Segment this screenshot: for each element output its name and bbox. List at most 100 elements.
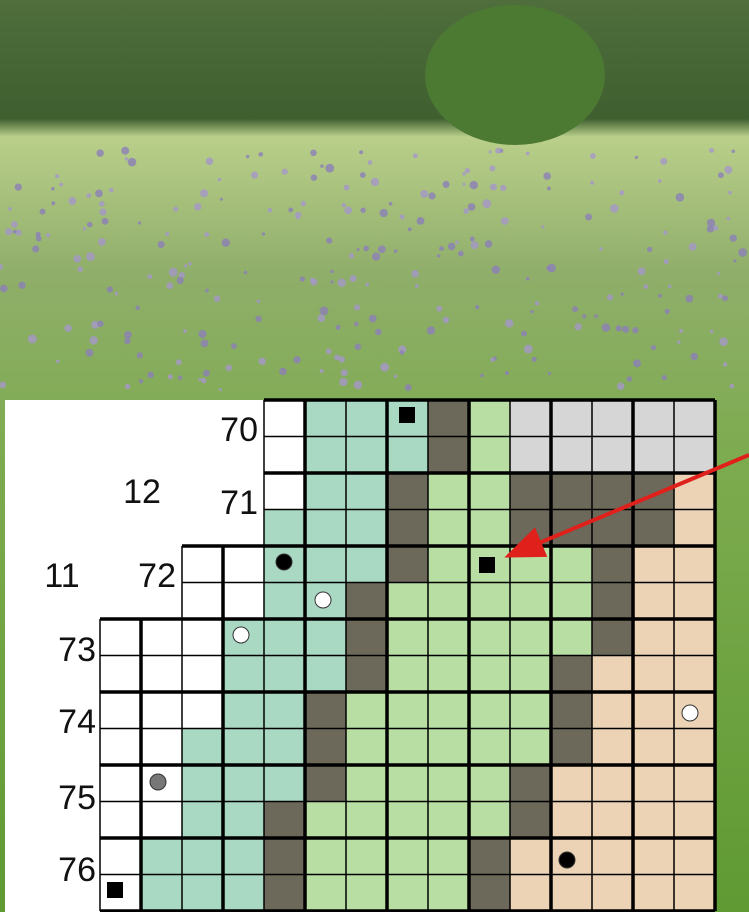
flower <box>107 286 113 292</box>
flower <box>46 233 50 237</box>
map-cell <box>346 875 387 912</box>
flower <box>610 204 619 213</box>
map-cell <box>305 473 346 510</box>
map-cell <box>592 510 633 547</box>
map-cell <box>428 875 469 912</box>
row-label: 72 <box>138 557 176 595</box>
map-cell <box>141 619 182 656</box>
map-cell <box>387 802 428 839</box>
map-cell <box>223 765 264 802</box>
flower <box>443 181 450 188</box>
flower <box>301 201 306 206</box>
flower <box>136 306 140 310</box>
flower <box>98 238 106 246</box>
flower <box>730 384 735 389</box>
flower <box>177 277 184 284</box>
flower <box>99 208 106 215</box>
flower <box>728 191 732 195</box>
map-cell <box>346 802 387 839</box>
flower <box>147 372 154 379</box>
flower <box>168 374 173 379</box>
flower <box>279 368 287 376</box>
flower <box>685 295 693 303</box>
map-cell <box>387 473 428 510</box>
flower <box>470 181 478 189</box>
flower <box>244 271 247 274</box>
map-cell <box>551 656 592 693</box>
map-cell <box>633 619 674 656</box>
map-cell <box>182 619 223 656</box>
map-cell <box>141 802 182 839</box>
flower <box>475 305 479 309</box>
map-cell <box>428 692 469 729</box>
circle-marker <box>682 705 698 721</box>
map-cell <box>428 802 469 839</box>
page: 70 71 72 73 74 75 76 11 12 (() => { cons… <box>0 0 749 912</box>
flower <box>689 243 697 251</box>
flower <box>380 209 388 217</box>
map-cell <box>264 729 305 766</box>
flower <box>344 185 350 191</box>
flower <box>411 270 419 278</box>
map-cell <box>469 692 510 729</box>
flower <box>173 207 178 212</box>
flower <box>468 203 476 211</box>
flower <box>201 378 207 384</box>
map-cell <box>633 802 674 839</box>
flower <box>582 314 586 318</box>
flower <box>262 232 265 235</box>
flower <box>535 301 540 306</box>
map-cell <box>100 838 141 875</box>
flower <box>183 329 187 333</box>
map-cell <box>223 802 264 839</box>
map-cell <box>428 619 469 656</box>
map-cell <box>674 546 715 583</box>
map-cell <box>387 437 428 474</box>
map-cell <box>100 802 141 839</box>
flower <box>594 314 598 318</box>
flower <box>443 317 450 324</box>
flower <box>575 323 582 330</box>
flower <box>679 329 683 333</box>
flower <box>462 172 466 176</box>
flower <box>485 240 493 248</box>
map-cell <box>592 875 633 912</box>
map-cell <box>264 583 305 620</box>
flower <box>428 192 435 199</box>
flower <box>622 326 629 333</box>
flower <box>420 190 428 198</box>
flower <box>169 268 178 277</box>
flower <box>492 266 500 274</box>
map-cell <box>633 473 674 510</box>
flower <box>471 241 479 249</box>
square-marker <box>399 407 415 423</box>
flower <box>258 358 265 365</box>
flower <box>590 181 594 185</box>
flower <box>482 199 491 208</box>
flower <box>97 320 104 327</box>
map-cell <box>510 437 551 474</box>
flower <box>124 338 130 344</box>
flower <box>357 248 360 251</box>
map-cell <box>674 838 715 875</box>
flower <box>616 325 622 331</box>
flower <box>368 160 373 165</box>
flower <box>214 296 220 302</box>
flower <box>526 152 530 156</box>
map-cell <box>469 510 510 547</box>
map-cell <box>305 437 346 474</box>
map-cell <box>674 437 715 474</box>
map-cell <box>264 473 305 510</box>
flower <box>719 337 728 346</box>
flower <box>400 350 405 355</box>
flower <box>394 375 398 379</box>
flower <box>643 284 648 289</box>
flower <box>709 148 714 153</box>
flower <box>547 187 551 191</box>
flower <box>139 379 143 383</box>
map-cell <box>100 729 141 766</box>
map-cell <box>264 437 305 474</box>
map-cell <box>428 546 469 583</box>
map-cell <box>674 802 715 839</box>
flower <box>543 172 551 180</box>
